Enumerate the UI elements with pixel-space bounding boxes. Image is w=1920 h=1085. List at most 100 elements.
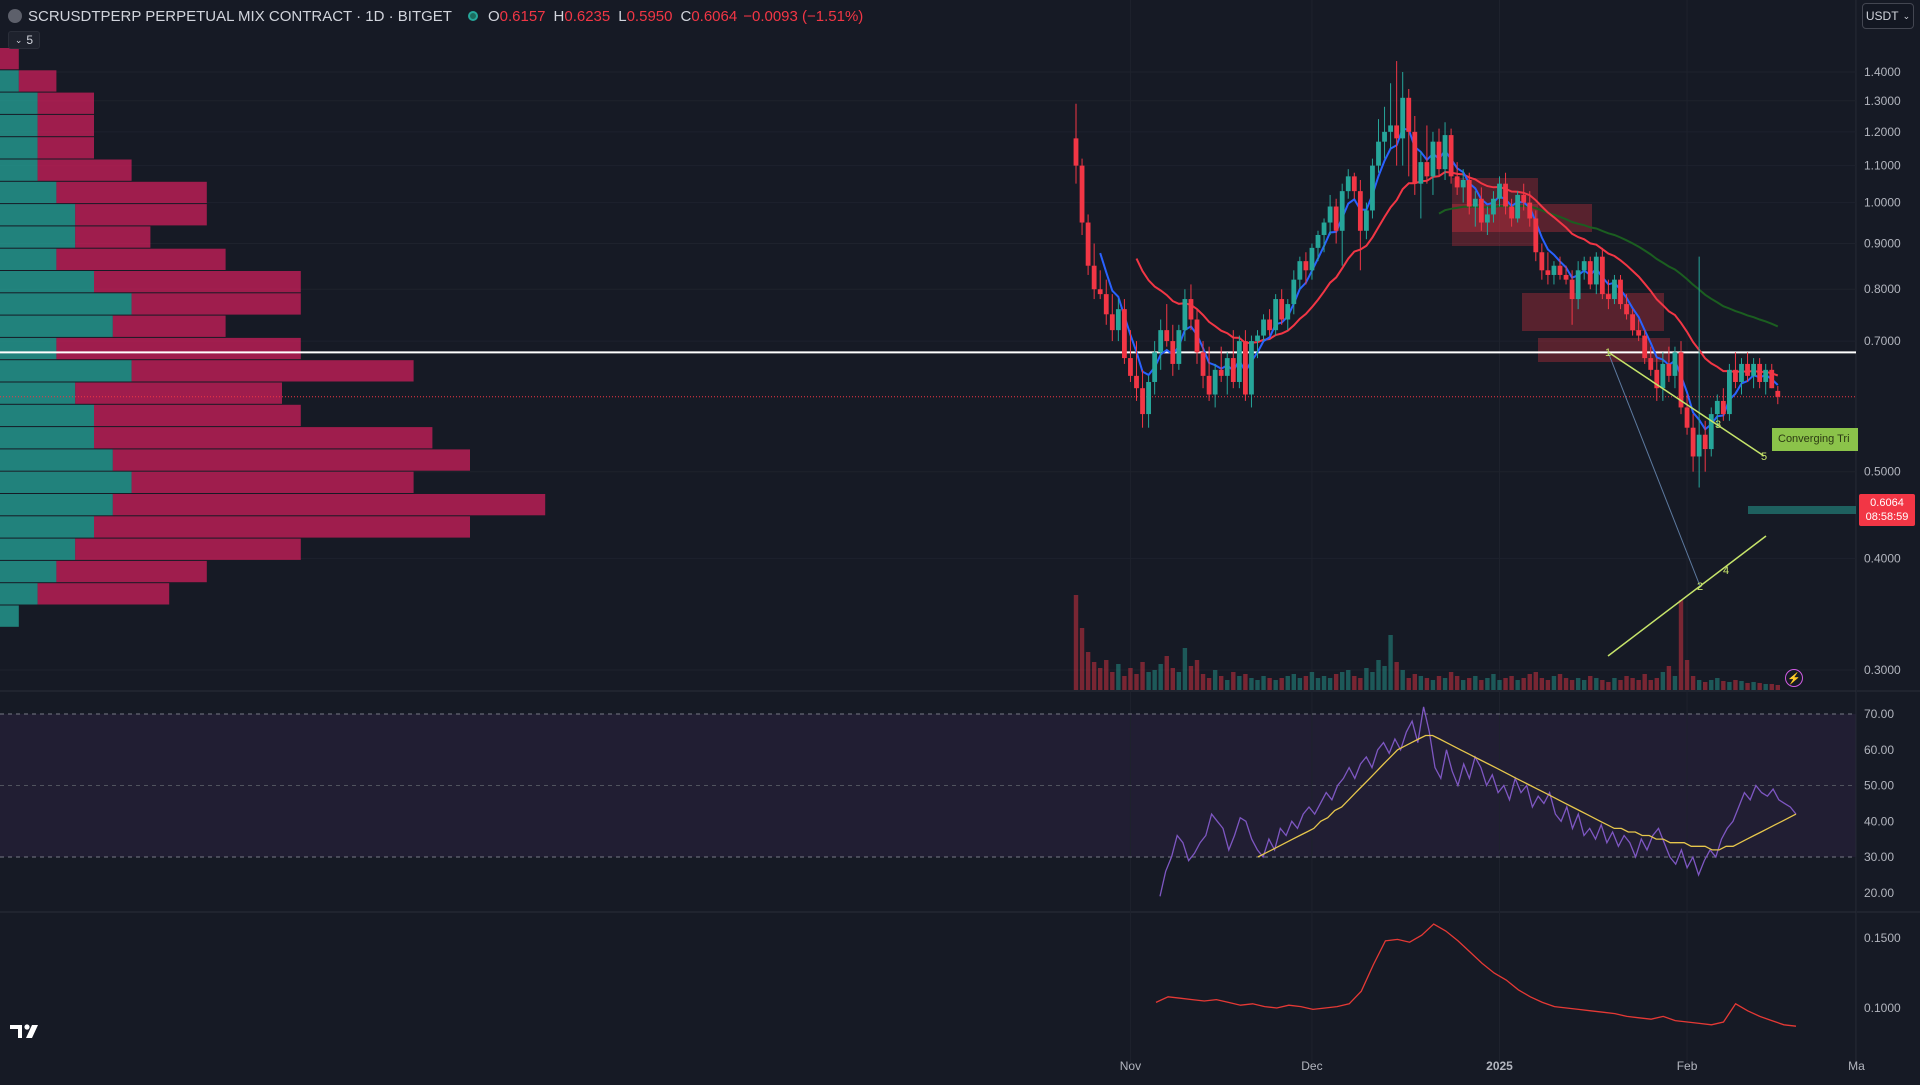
volume-profile-down-bar	[75, 538, 301, 560]
last-price-tag: 0.6064 08:58:59	[1859, 494, 1915, 526]
volume-bar	[1164, 656, 1169, 690]
high-label: H	[553, 7, 565, 25]
lightning-icon[interactable]: ⚡	[1785, 669, 1803, 687]
candle-body	[1218, 369, 1224, 376]
pattern-point-label: 5	[1761, 451, 1767, 463]
volume-bar	[1569, 680, 1575, 690]
volume-bar	[1557, 674, 1563, 690]
volume-bar	[1370, 672, 1375, 690]
open-label: O	[487, 7, 500, 25]
volume-bar	[1273, 680, 1278, 690]
volume-bar	[1709, 680, 1714, 690]
volume-bar	[1291, 674, 1296, 690]
volume-bar	[1733, 680, 1738, 690]
volume-bar	[1757, 683, 1762, 690]
volume-profile-down-bar	[18, 70, 57, 92]
chevron-down-icon: ⌄	[14, 34, 23, 45]
currency-label: USDT	[1865, 9, 1899, 23]
volume-bar	[1412, 674, 1417, 690]
volume-bar	[1134, 674, 1139, 690]
volume-bar	[1690, 676, 1696, 690]
volume-profile-up-bar	[0, 181, 57, 204]
y-tick-label: 0.8000	[1864, 282, 1901, 296]
candle-body	[1569, 279, 1575, 300]
candle-body	[1593, 256, 1599, 285]
volume-bar	[1545, 680, 1551, 690]
indicators-toggle-button[interactable]: ⌄ 5	[8, 31, 40, 49]
volume-bar	[1364, 668, 1369, 690]
candle-body	[1249, 341, 1254, 395]
x-tick-label: 2025	[1486, 1059, 1513, 1073]
volume-profile-down-bar	[112, 449, 471, 471]
volume-bar	[1527, 674, 1532, 690]
currency-selector[interactable]: USDT ⌄	[1862, 3, 1914, 29]
candle-body	[1672, 352, 1678, 376]
market-status-icon	[467, 11, 478, 21]
volume-profile-up-bar	[0, 204, 76, 226]
volume-bar	[1485, 678, 1490, 690]
volume-bar	[1267, 678, 1272, 690]
candle-body	[1702, 434, 1708, 450]
zone-box	[1538, 338, 1670, 362]
candle-body	[1400, 97, 1406, 139]
volume-bar	[1612, 678, 1617, 690]
volume-bar	[1176, 672, 1182, 690]
volume-bar	[1388, 635, 1393, 690]
candle-body	[1152, 352, 1158, 382]
candle-body	[1188, 299, 1194, 320]
candle-body	[1527, 202, 1533, 219]
y-tick-label: 1.3000	[1864, 94, 1901, 108]
volume-profile-down-bar	[75, 226, 151, 248]
candle-body	[1430, 141, 1436, 177]
pattern-point-label: 4	[1723, 565, 1729, 577]
candle-body	[1182, 299, 1188, 331]
volume-bar	[1188, 666, 1194, 690]
candle-body	[1079, 165, 1085, 223]
y-tick-label: 1.2000	[1864, 125, 1901, 139]
volume-profile-down-bar	[94, 271, 301, 293]
volume-bar	[1563, 678, 1569, 690]
volume-bar	[1575, 678, 1581, 690]
candle-body	[1309, 247, 1315, 271]
tradingview-logo	[10, 1024, 38, 1038]
volume-profile-up-bar	[0, 315, 113, 337]
candle-body	[1073, 138, 1079, 166]
candle-body	[1575, 270, 1581, 300]
volume-bar	[1745, 683, 1750, 690]
rsi-y-tick-label: 40.00	[1864, 814, 1894, 828]
volume-bar	[1297, 678, 1303, 690]
volume-bar	[1594, 678, 1599, 690]
volume-bar	[1279, 678, 1284, 690]
candle-body	[1158, 330, 1164, 353]
vol-y-tick-label: 0.1500	[1864, 931, 1901, 945]
volume-bar	[1624, 676, 1629, 690]
volume-bar	[1346, 670, 1351, 690]
candle-body	[1297, 261, 1303, 280]
volume-profile-down-bar	[56, 248, 226, 270]
volume-bar	[1551, 676, 1557, 690]
volume-profile-down-bar	[37, 159, 132, 181]
candle-body	[1654, 369, 1660, 389]
volume-bar	[1085, 652, 1091, 690]
volume-profile-down-bar	[37, 583, 170, 605]
candle-body	[1230, 358, 1236, 382]
volume-bar	[1158, 664, 1163, 690]
candle-body	[1412, 131, 1418, 184]
volume-bar	[1721, 681, 1726, 690]
candle-body	[1291, 279, 1297, 305]
volume-bar	[1206, 678, 1212, 690]
volume-profile-up-bar	[0, 360, 132, 382]
symbol-title[interactable]: SCRUSDTPERP PERPETUAL MIX CONTRACT · 1D …	[28, 7, 452, 25]
candle-body	[1606, 294, 1611, 300]
zone-box	[1452, 204, 1592, 232]
candle-body	[1418, 162, 1424, 184]
volume-bar	[1448, 672, 1454, 690]
candle-body	[1194, 319, 1200, 353]
x-tick-label: Ma	[1848, 1059, 1865, 1073]
zone-box	[1748, 506, 1856, 514]
volume-profile-up-bar	[0, 337, 57, 360]
candle-body	[1327, 206, 1333, 223]
volume-bar	[1539, 678, 1545, 690]
